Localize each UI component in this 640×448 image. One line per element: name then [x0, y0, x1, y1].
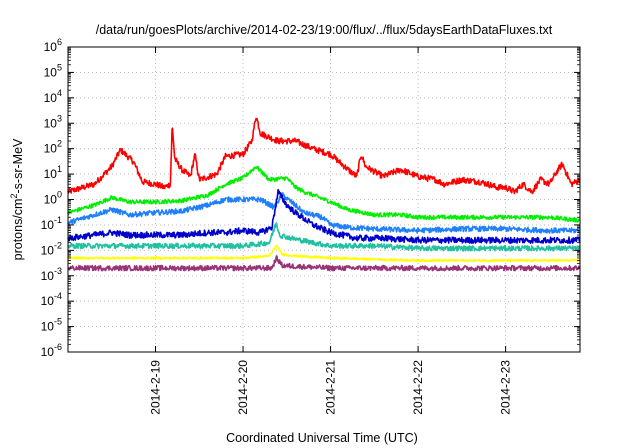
x-tick-label: 2014-2-23 [499, 360, 513, 415]
series-line-6 [67, 255, 581, 272]
y-tick-labels: 10-6 10-5 10-4 10-3 10-2 10-1 100 101 102 103 104 1… [41, 37, 62, 359]
series-line-5 [67, 244, 580, 263]
axis-ticks [68, 46, 580, 353]
y-tick-label: 101 [44, 164, 62, 181]
x-tick-labels: 2014-2-19 2014-2-20 2014-2-21 2014-2-22 2014… [149, 360, 513, 415]
y-tick-label: 10-5 [41, 317, 62, 334]
y-tick-label: 10-6 [41, 342, 62, 359]
y-tick-label: 10-2 [41, 240, 62, 257]
x-axis-label: Coordinated Universal Time (UTC) [226, 431, 418, 445]
y-tick-label: 10-3 [41, 266, 62, 283]
y-axis-label: protons/cm2-s-sr-MeV [9, 138, 25, 260]
y-tick-label: 103 [44, 113, 62, 130]
series-line-2 [67, 192, 581, 234]
series-line-4 [67, 222, 580, 252]
y-tick-label: 106 [44, 37, 62, 54]
y-tick-label: 104 [44, 88, 62, 105]
y-tick-label: 10-1 [41, 215, 62, 232]
y-tick-label: 105 [44, 62, 62, 79]
x-tick-label: 2014-2-22 [411, 360, 425, 415]
chart-title: /data/run/goesPlots/archive/2014-02-23/1… [96, 23, 553, 37]
x-tick-label: 2014-2-19 [149, 360, 163, 415]
series-line-3 [67, 188, 581, 245]
series-layer [67, 117, 581, 272]
y-tick-label: 100 [44, 190, 62, 207]
x-tick-label: 2014-2-20 [236, 360, 250, 415]
y-tick-label: 10-4 [41, 291, 62, 308]
series-line-0 [67, 117, 581, 195]
series-line-1 [67, 165, 581, 223]
y-tick-label: 102 [44, 139, 62, 156]
x-tick-label: 2014-2-21 [324, 360, 338, 415]
